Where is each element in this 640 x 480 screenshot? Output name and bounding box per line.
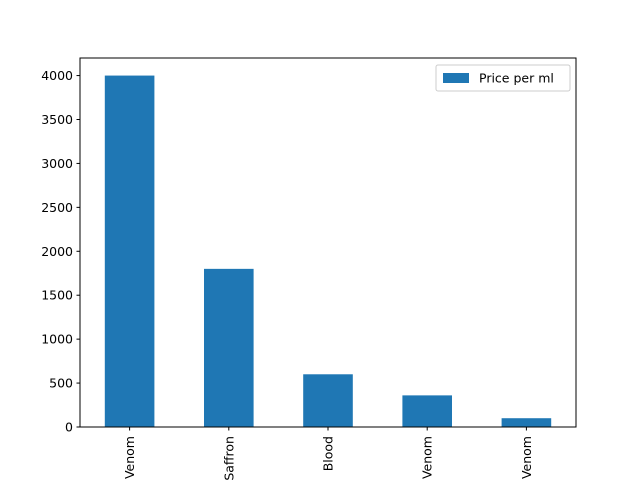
y-tick-label-7: 3500 xyxy=(41,112,73,127)
x-axis: Venom Saffron Blood Venom Venom xyxy=(122,427,534,480)
legend-label: Price per ml xyxy=(479,71,554,86)
y-tick-label-0: 0 xyxy=(65,420,73,435)
y-tick-label-2: 1000 xyxy=(41,332,73,347)
x-tick-label-0: Venom xyxy=(122,436,137,479)
bar-4 xyxy=(501,418,552,427)
bar-3 xyxy=(402,395,452,427)
y-tick-label-6: 3000 xyxy=(41,156,73,171)
bar-0 xyxy=(104,75,155,428)
bar-1 xyxy=(204,268,254,427)
x-tick-label-3: Venom xyxy=(420,436,435,479)
x-tick-label-1: Saffron xyxy=(221,436,236,480)
legend: Price per ml xyxy=(435,64,571,92)
y-tick-label-8: 4000 xyxy=(41,68,73,83)
legend-box xyxy=(435,64,571,92)
bars-layer xyxy=(104,75,552,428)
y-tick-label-5: 2500 xyxy=(41,200,73,215)
bar-2 xyxy=(303,374,353,427)
y-axis: 0 500 1000 1500 2000 2500 3000 3500 4000 xyxy=(41,68,80,435)
x-tick-label-4: Venom xyxy=(519,436,534,479)
plot-area: 0 500 1000 1500 2000 2500 3000 3500 4000 Venom Sa… xyxy=(41,57,577,480)
x-tick-label-2: Blood xyxy=(321,436,336,471)
y-tick-label-4: 2000 xyxy=(41,244,73,259)
legend-swatch xyxy=(443,73,469,83)
y-tick-label-3: 1500 xyxy=(41,288,73,303)
y-tick-label-1: 500 xyxy=(49,376,73,391)
